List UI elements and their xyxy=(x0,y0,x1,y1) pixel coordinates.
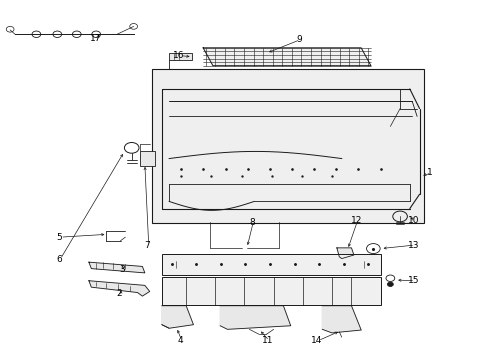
Text: 9: 9 xyxy=(295,35,301,44)
Text: 14: 14 xyxy=(310,336,322,345)
Text: 11: 11 xyxy=(262,336,273,345)
Text: 6: 6 xyxy=(56,255,61,264)
Text: 13: 13 xyxy=(407,240,419,249)
Text: 4: 4 xyxy=(177,336,183,345)
Bar xyxy=(162,277,380,305)
Text: 16: 16 xyxy=(173,51,184,60)
Bar xyxy=(162,254,380,275)
Text: 10: 10 xyxy=(407,216,419,225)
Text: 17: 17 xyxy=(90,35,102,44)
Polygon shape xyxy=(89,281,149,296)
Bar xyxy=(140,152,154,166)
Polygon shape xyxy=(220,306,290,329)
Polygon shape xyxy=(89,262,144,273)
Polygon shape xyxy=(203,48,370,66)
Text: 12: 12 xyxy=(350,216,361,225)
Text: 5: 5 xyxy=(56,233,61,242)
Circle shape xyxy=(386,282,392,287)
Text: 2: 2 xyxy=(117,289,122,298)
Text: 3: 3 xyxy=(119,265,124,274)
Text: 7: 7 xyxy=(144,240,150,249)
Text: 8: 8 xyxy=(248,218,254,227)
Text: 1: 1 xyxy=(427,168,432,177)
Polygon shape xyxy=(322,306,361,333)
Polygon shape xyxy=(336,248,353,258)
Polygon shape xyxy=(162,306,193,328)
Bar xyxy=(152,69,424,223)
Text: 15: 15 xyxy=(407,276,419,285)
Bar xyxy=(169,53,192,60)
